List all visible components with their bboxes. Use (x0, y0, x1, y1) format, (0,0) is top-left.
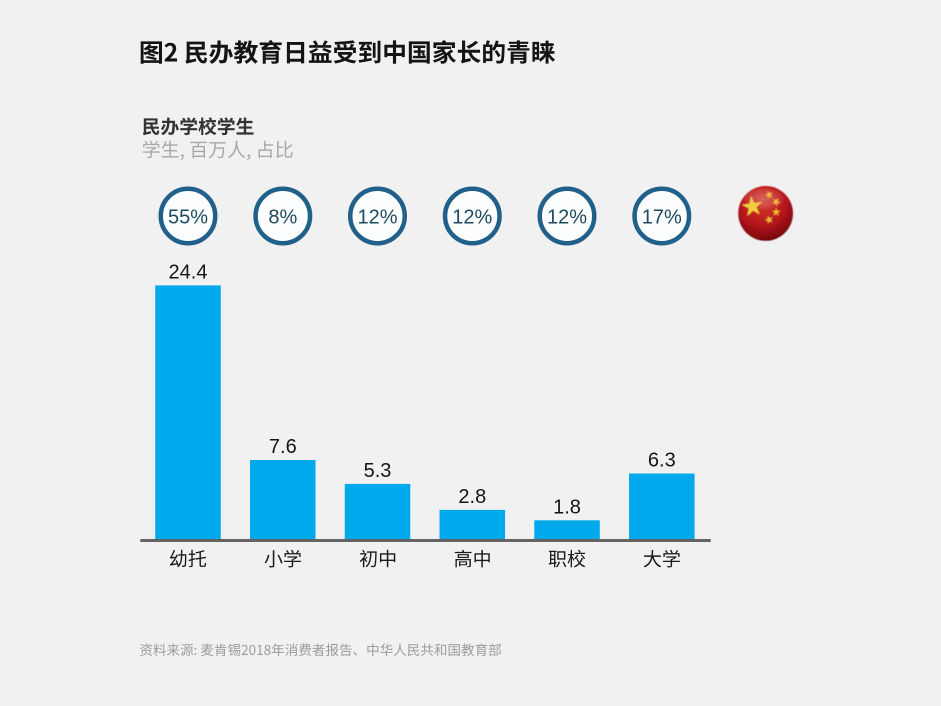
svg-text:24.4: 24.4 (169, 261, 208, 283)
svg-text:12%: 12% (547, 207, 587, 229)
svg-text:1.8: 1.8 (553, 496, 581, 518)
svg-text:55%: 55% (168, 207, 208, 229)
svg-text:17%: 17% (642, 207, 682, 229)
svg-text:8%: 8% (268, 207, 297, 229)
svg-text:7.6: 7.6 (269, 436, 297, 458)
svg-text:12%: 12% (452, 207, 492, 229)
svg-text:6.3: 6.3 (648, 450, 676, 472)
svg-text:5.3: 5.3 (364, 460, 392, 482)
svg-text:2.8: 2.8 (458, 486, 486, 508)
svg-text:12%: 12% (357, 207, 397, 229)
